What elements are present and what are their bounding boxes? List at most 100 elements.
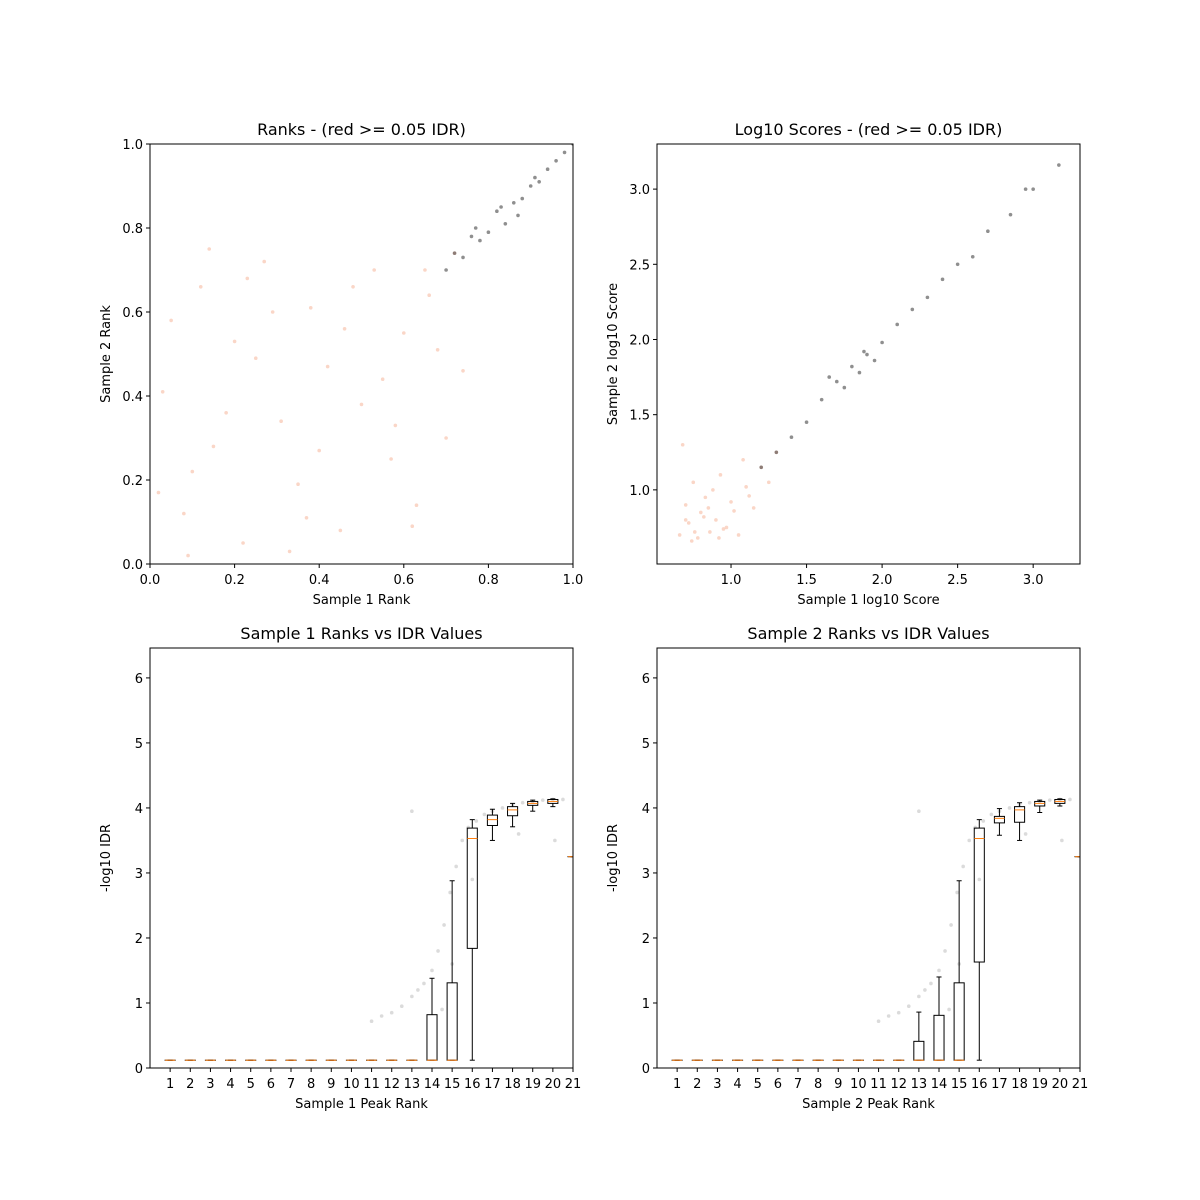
point [774,450,779,455]
x-tick-label: 14 [931,1077,948,1092]
point [751,506,756,510]
x-tick-label: 20 [545,1077,562,1092]
point [1057,163,1061,167]
point [917,994,921,999]
point [520,800,525,805]
x-tick-label: 6 [774,1077,782,1092]
x-tick-label: 3 [206,1077,214,1092]
point [516,213,520,218]
box [993,815,1005,824]
point [876,1019,881,1023]
box [953,982,965,1061]
point [923,988,927,992]
box [446,982,458,1061]
point [389,1010,394,1015]
point [1023,832,1028,836]
y-tick-label: 0 [642,1062,650,1077]
point [1023,187,1028,191]
point [721,527,726,531]
y-tick-label: 0.4 [122,390,143,405]
point [169,318,173,323]
point [241,541,245,545]
point [369,1019,374,1023]
x-tick-label: 16 [464,1077,481,1092]
point [961,864,965,869]
point [910,307,915,312]
point [702,515,706,519]
point [245,276,250,281]
x-tick-label: 2.0 [872,573,893,588]
x-tick-label: 11 [870,1077,887,1092]
point [872,358,877,363]
x-tick-label: 2 [186,1077,194,1092]
point [545,167,550,171]
y-axis-label: Sample 2 Rank [99,305,114,403]
point [732,509,736,513]
y-tick-label: 0.6 [122,306,143,321]
point [683,518,688,522]
y-tick-label: 1 [642,997,650,1012]
point [232,339,237,344]
x-tick-label: 3.0 [1023,573,1044,588]
point [402,331,406,335]
x-axis-label: Sample 2 Peak Rank [802,1097,935,1112]
box [486,814,498,826]
point [834,379,839,384]
x-tick-label: 20 [1052,1077,1069,1092]
box [426,1014,438,1061]
y-tick-label: 0.0 [122,558,143,573]
point [156,490,161,495]
point [495,209,499,213]
x-tick-label: 14 [424,1077,441,1092]
point [970,254,975,259]
point [1068,797,1072,802]
point [1047,798,1052,802]
point [211,444,216,449]
x-tick-label: 18 [1011,1077,1028,1092]
point [686,521,691,525]
point [895,322,900,327]
x-tick-label: 1.5 [796,573,817,588]
subplot: Sample 2 Ranks vs IDR Values Sample 2 Pea… [606,624,1088,1112]
x-tick-label: 3 [713,1077,721,1092]
y-tick-label: 0 [135,1062,143,1077]
point [677,533,682,537]
y-tick-label: 3 [642,867,650,882]
point [747,494,751,498]
point [474,819,479,823]
point [461,255,465,260]
point [537,180,541,184]
point [482,812,487,817]
x-axis-label: Sample 1 Rank [313,593,411,608]
point [440,1007,444,1012]
point [857,370,862,375]
point [160,390,165,394]
point [724,525,729,530]
point [410,994,414,999]
y-tick-label: 2 [642,932,650,947]
point [442,923,446,927]
x-tick-label: 21 [1072,1077,1089,1092]
subplot-title: Log10 Scores - (red >= 0.05 IDR) [735,120,1003,139]
point [949,923,953,927]
point [186,553,190,558]
axes-frame [149,143,574,565]
point [862,349,866,354]
point [925,295,930,300]
point [929,981,933,986]
point [553,838,557,843]
plot-area [156,144,573,558]
x-tick-label: 1 [166,1077,174,1092]
point [1031,187,1035,191]
point [325,364,330,369]
point [766,480,771,485]
point [253,356,258,361]
point [703,495,708,500]
point [1027,800,1032,805]
point [1008,212,1013,217]
point [380,377,385,382]
subplot: Sample 1 Ranks vs IDR Values Sample 1 Pea… [99,624,581,1112]
point [499,205,503,209]
x-tick-label: 7 [794,1077,802,1092]
